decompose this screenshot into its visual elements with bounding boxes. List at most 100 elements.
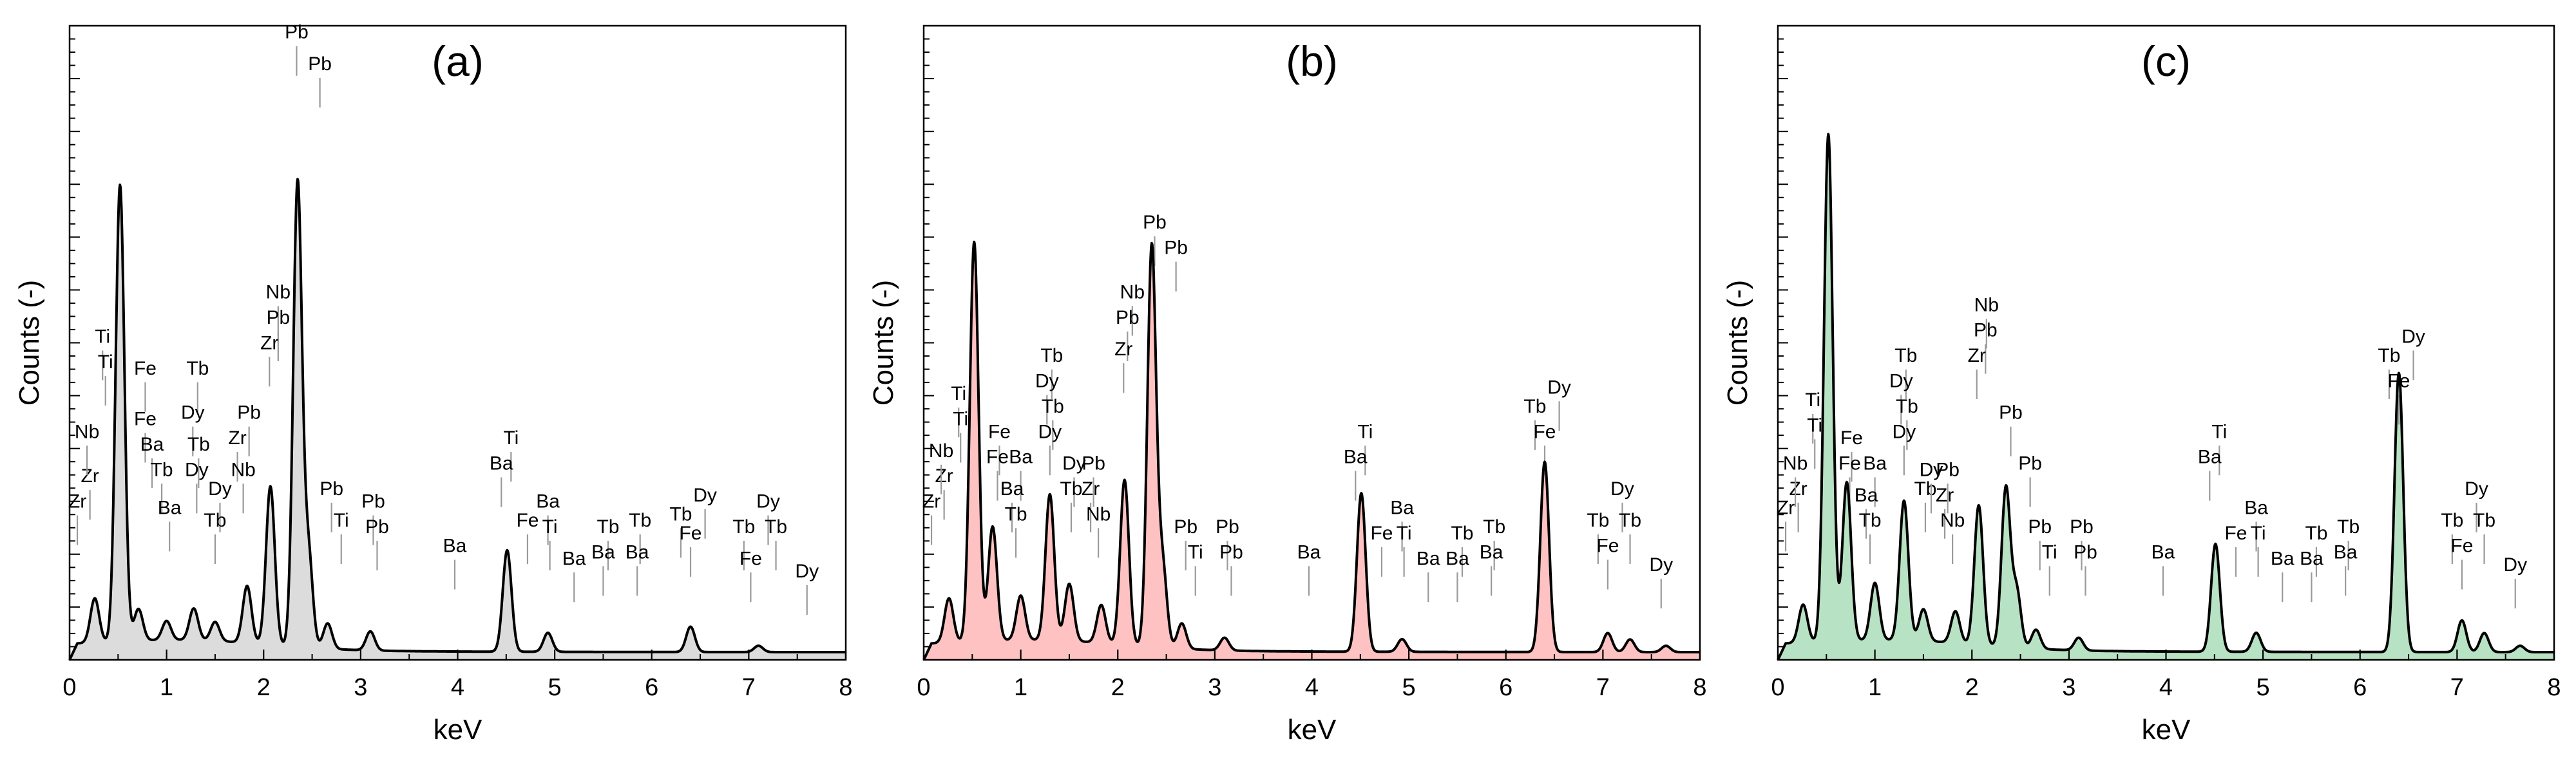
- plot-frame: [68, 24, 847, 661]
- element-label: Ba: [536, 491, 560, 512]
- element-label: Zr: [1789, 478, 1807, 500]
- element-label: Ba: [2300, 548, 2323, 569]
- element-label: Tb: [1060, 478, 1082, 500]
- element-label: Dy: [181, 402, 205, 424]
- x-axis-label: keV: [2142, 714, 2191, 745]
- element-label: Ti: [542, 516, 558, 538]
- element-label: Zr: [1968, 345, 1986, 366]
- element-label: Dy: [1649, 554, 1673, 576]
- x-tick-label: 7: [2450, 674, 2464, 701]
- element-label: Fe: [739, 548, 762, 569]
- element-label: Dy: [2401, 326, 2425, 348]
- element-label: Pb: [308, 53, 332, 75]
- y-axis-label: Counts (-): [1722, 280, 1753, 406]
- element-label: Pb: [1974, 320, 1998, 341]
- element-label: Nb: [1120, 282, 1145, 303]
- element-label: Ba: [140, 434, 164, 455]
- element-label: Ba: [2151, 541, 2175, 563]
- element-label: Dy: [1920, 459, 1943, 480]
- element-label: Tb: [2305, 523, 2327, 544]
- x-tick-label: 0: [1771, 674, 1784, 701]
- element-label: Zr: [1114, 339, 1132, 360]
- x-tick-label: 5: [1402, 674, 1416, 701]
- element-label: Tb: [1040, 345, 1063, 366]
- element-label: Pb: [1164, 238, 1188, 259]
- element-label: Tb: [669, 503, 692, 525]
- element-label: Tb: [765, 516, 787, 538]
- y-axis-label: Counts (-): [868, 280, 899, 406]
- element-label: Zr: [1777, 497, 1795, 518]
- element-label: Pb: [1216, 516, 1239, 538]
- element-label: Ti: [95, 326, 110, 348]
- element-label: Nb: [1086, 503, 1111, 525]
- x-tick-label: 3: [354, 674, 367, 701]
- element-label: Ti: [1807, 415, 1822, 436]
- element-label: Ba: [625, 541, 649, 563]
- element-label: Tb: [629, 510, 651, 531]
- element-label: Fe: [1596, 536, 1619, 557]
- element-label: Ti: [1397, 523, 1412, 544]
- x-axis-label: keV: [1288, 714, 1337, 745]
- x-tick-label: 7: [1596, 674, 1610, 701]
- element-label: Tb: [186, 358, 209, 379]
- element-label: Nb: [1940, 510, 1965, 531]
- element-label: Ti: [98, 351, 113, 373]
- x-tick-label: 1: [1014, 674, 1027, 701]
- element-label: Dy: [1062, 453, 1086, 474]
- element-label: Tb: [2473, 510, 2495, 531]
- element-label: Tb: [187, 434, 210, 455]
- x-tick-label: 4: [2159, 674, 2173, 701]
- element-label: Ba: [1009, 447, 1033, 468]
- x-tick-label: 4: [1305, 674, 1319, 701]
- element-label: Zr: [935, 465, 953, 487]
- element-label: Dy: [1547, 377, 1571, 398]
- element-label: Fe: [134, 409, 157, 430]
- element-label: Ba: [1445, 548, 1469, 569]
- panel-title: (b): [1286, 37, 1338, 85]
- element-label: Pb: [266, 307, 290, 328]
- element-label: Zr: [260, 332, 278, 353]
- x-tick-label: 2: [1965, 674, 1979, 701]
- element-label: Pb: [2074, 541, 2097, 563]
- element-label: Nb: [231, 459, 255, 480]
- element-label: Ti: [334, 510, 349, 531]
- element-label: Dy: [756, 491, 780, 512]
- element-label: Ba: [158, 497, 182, 518]
- element-label: Nb: [75, 421, 99, 442]
- x-tick-label: 4: [451, 674, 464, 701]
- element-label: Ba: [2198, 447, 2222, 468]
- x-tick-label: 0: [917, 674, 930, 701]
- element-label: Tb: [1483, 516, 1505, 538]
- element-label: Ba: [562, 548, 586, 569]
- x-tick-label: 5: [548, 674, 562, 701]
- element-label: Dy: [795, 561, 819, 582]
- element-label: Pb: [320, 478, 343, 500]
- x-tick-label: 8: [2547, 674, 2561, 701]
- element-label: Tb: [1914, 478, 1936, 500]
- element-label: Dy: [1892, 421, 1916, 442]
- element-label: Ba: [1297, 541, 1321, 563]
- element-label: Nb: [929, 440, 953, 462]
- element-label: Pb: [361, 491, 385, 512]
- x-tick-label: 8: [1693, 674, 1706, 701]
- element-label: Pb: [237, 402, 261, 424]
- element-label: Tb: [1587, 510, 1609, 531]
- element-label: Tb: [2378, 345, 2400, 366]
- element-label: Ba: [1417, 548, 1440, 569]
- x-tick-label: 3: [2062, 674, 2075, 701]
- element-label: Fe: [2224, 523, 2247, 544]
- spectrum-line: [1777, 133, 2555, 661]
- element-label: Pb: [2028, 516, 2052, 538]
- element-label: Tb: [1859, 510, 1882, 531]
- element-label: Tb: [1619, 510, 1641, 531]
- spectrum-fill: [924, 241, 1700, 660]
- element-label: Fe: [1370, 523, 1393, 544]
- element-label: Ba: [2244, 497, 2268, 518]
- element-label: Zr: [1936, 485, 1954, 506]
- element-label: Pb: [1999, 402, 2023, 424]
- element-label: Ba: [1855, 485, 1878, 506]
- element-label: Pb: [365, 516, 389, 538]
